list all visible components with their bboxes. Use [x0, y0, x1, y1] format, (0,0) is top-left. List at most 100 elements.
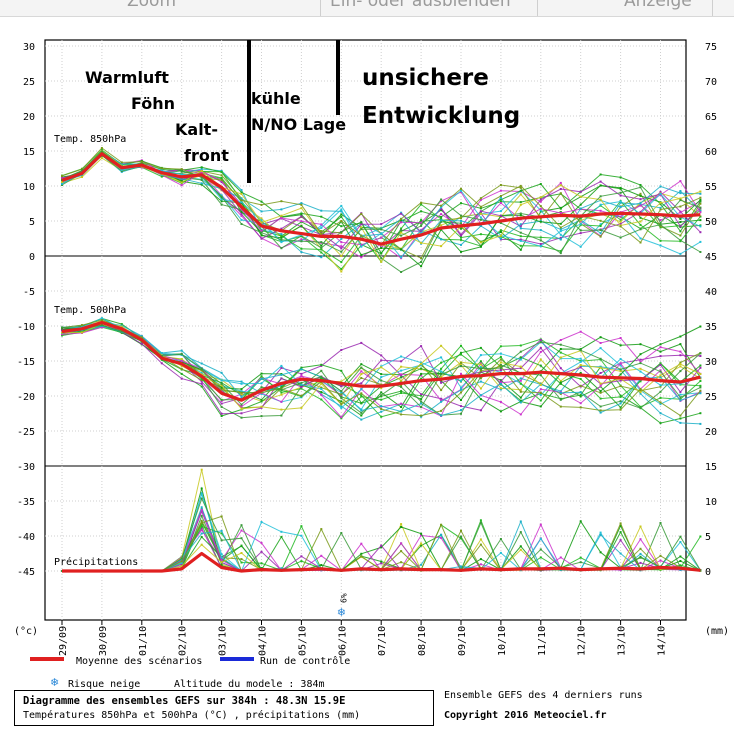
- member-t850-line-point: [220, 195, 223, 198]
- member-t850-line-point: [619, 220, 622, 223]
- member-t500-line-point: [81, 324, 83, 327]
- precip-panel-label: Précipitations: [54, 556, 138, 568]
- member-t850-line-point: [639, 228, 642, 231]
- member-t500-line-point: [240, 390, 243, 393]
- y-tick-left: -45: [17, 567, 35, 578]
- member-t850-line-point: [460, 236, 462, 239]
- member-t850-line-point: [320, 251, 323, 254]
- member-t500-line-point: [180, 359, 183, 362]
- member-t850-line-point: [599, 184, 602, 187]
- member-t850-line-point: [180, 181, 183, 184]
- member-t500-line-point: [280, 364, 283, 367]
- member-t850-line-point: [300, 207, 303, 210]
- member-t850-line-point: [420, 224, 423, 227]
- member-t850-line-point: [260, 219, 263, 222]
- member-t850-line-point: [539, 229, 542, 232]
- member-t850-line-point: [61, 184, 63, 186]
- member-precip-line-point: [699, 535, 702, 538]
- display-button[interactable]: Anzeige: [624, 0, 692, 11]
- member-t500-line-point: [360, 402, 363, 404]
- member-t850-line-point: [699, 231, 702, 234]
- member-precip-line-point: [300, 560, 303, 563]
- member-t850-line-point: [120, 161, 123, 164]
- member-t500-line-point: [380, 398, 383, 401]
- member-t850-line-point: [240, 223, 243, 225]
- member-t500-line-point: [659, 350, 662, 353]
- y-tick-left: -20: [17, 392, 35, 403]
- member-t850-line-point: [280, 208, 283, 211]
- member-t500-line-point: [360, 395, 363, 398]
- member-t850-line-point: [659, 185, 662, 188]
- member-t500-line-point: [160, 355, 163, 357]
- member-t500-line-point: [659, 369, 662, 372]
- x-tick-label: 08/10: [417, 626, 428, 656]
- member-t500-line-point: [519, 356, 522, 359]
- member-t850-line-point: [699, 200, 702, 203]
- member-t850-line-point: [440, 245, 443, 248]
- member-t850-line-point: [579, 245, 582, 248]
- member-t500-line-point: [340, 397, 343, 400]
- member-t500-line-point: [380, 383, 383, 386]
- member-t500-line-point: [479, 398, 482, 401]
- x-tick-label: 10/10: [497, 626, 508, 656]
- member-t850-line-point: [340, 245, 343, 248]
- member-t850-line-point: [679, 225, 682, 228]
- member-precip-line-point: [619, 569, 622, 572]
- member-t500-line-point: [699, 366, 702, 369]
- y-tick-right: 20: [705, 427, 717, 438]
- toggle-visibility-button[interactable]: Ein- oder ausblenden: [330, 0, 511, 11]
- member-t850-line-point: [460, 202, 462, 205]
- member-t500-line-point: [659, 396, 662, 399]
- member-t850-line-point: [240, 199, 243, 202]
- member-t850-line-point: [160, 169, 163, 172]
- member-t850-line-point: [659, 202, 662, 205]
- member-t500-line-point: [460, 409, 462, 412]
- member-t500-line-point: [539, 405, 542, 408]
- member-t500-line-point: [180, 365, 183, 367]
- member-t850-line-point: [659, 226, 662, 229]
- member-t500-line-point: [440, 409, 443, 412]
- member-t500-line-point: [420, 406, 423, 409]
- member-precip-line-point: [519, 545, 522, 548]
- member-t850-line-point: [240, 189, 243, 192]
- member-precip-line-point: [260, 521, 263, 523]
- member-t850-line-point: [220, 176, 223, 179]
- member-t500-line-point: [499, 358, 502, 361]
- snow-risk-icon: ❄: [337, 606, 346, 619]
- x-tick-label: 01/10: [138, 626, 149, 656]
- member-t850-line-point: [639, 202, 642, 205]
- member-t500-line-point: [240, 388, 243, 391]
- member-t850-line-point: [699, 209, 702, 212]
- member-t500-line-point: [699, 392, 702, 395]
- y-tick-right: 55: [705, 182, 717, 193]
- member-t500-line-point: [659, 363, 662, 366]
- member-precip-line-point: [619, 524, 622, 527]
- zoom-button[interactable]: Zoom: [127, 0, 177, 11]
- member-t500-line-point: [440, 400, 443, 403]
- member-t500-line-point: [240, 407, 243, 410]
- member-t850-line-point: [559, 252, 562, 255]
- y-tick-right: 60: [705, 147, 717, 158]
- member-t850-line-point: [519, 225, 522, 228]
- member-t850-line-point: [360, 228, 363, 231]
- member-t500-line-point: [599, 366, 602, 369]
- member-t500-line-point: [360, 373, 363, 376]
- member-t500-line-point: [619, 358, 622, 360]
- y-tick-left: -30: [17, 462, 35, 473]
- member-t500-line-point: [440, 397, 443, 400]
- member-t500-line-point: [599, 409, 602, 412]
- member-t850-line-point: [420, 232, 423, 235]
- member-t500-line-point: [240, 380, 243, 383]
- member-t850-line-point: [440, 200, 443, 203]
- member-t500-line-point: [599, 357, 602, 360]
- member-t500-line-point: [260, 386, 263, 389]
- member-t850-line-point: [519, 235, 522, 238]
- member-t500-line-point: [240, 391, 243, 394]
- member-t500-line-point: [539, 388, 542, 391]
- member-t500-line-point: [220, 405, 223, 408]
- snowflake-icon: ❄: [50, 676, 59, 689]
- member-t850-line-point: [599, 232, 602, 235]
- member-precip-line-point: [280, 535, 283, 538]
- member-t500-line-point: [699, 325, 702, 328]
- member-t500-line-point: [619, 368, 622, 371]
